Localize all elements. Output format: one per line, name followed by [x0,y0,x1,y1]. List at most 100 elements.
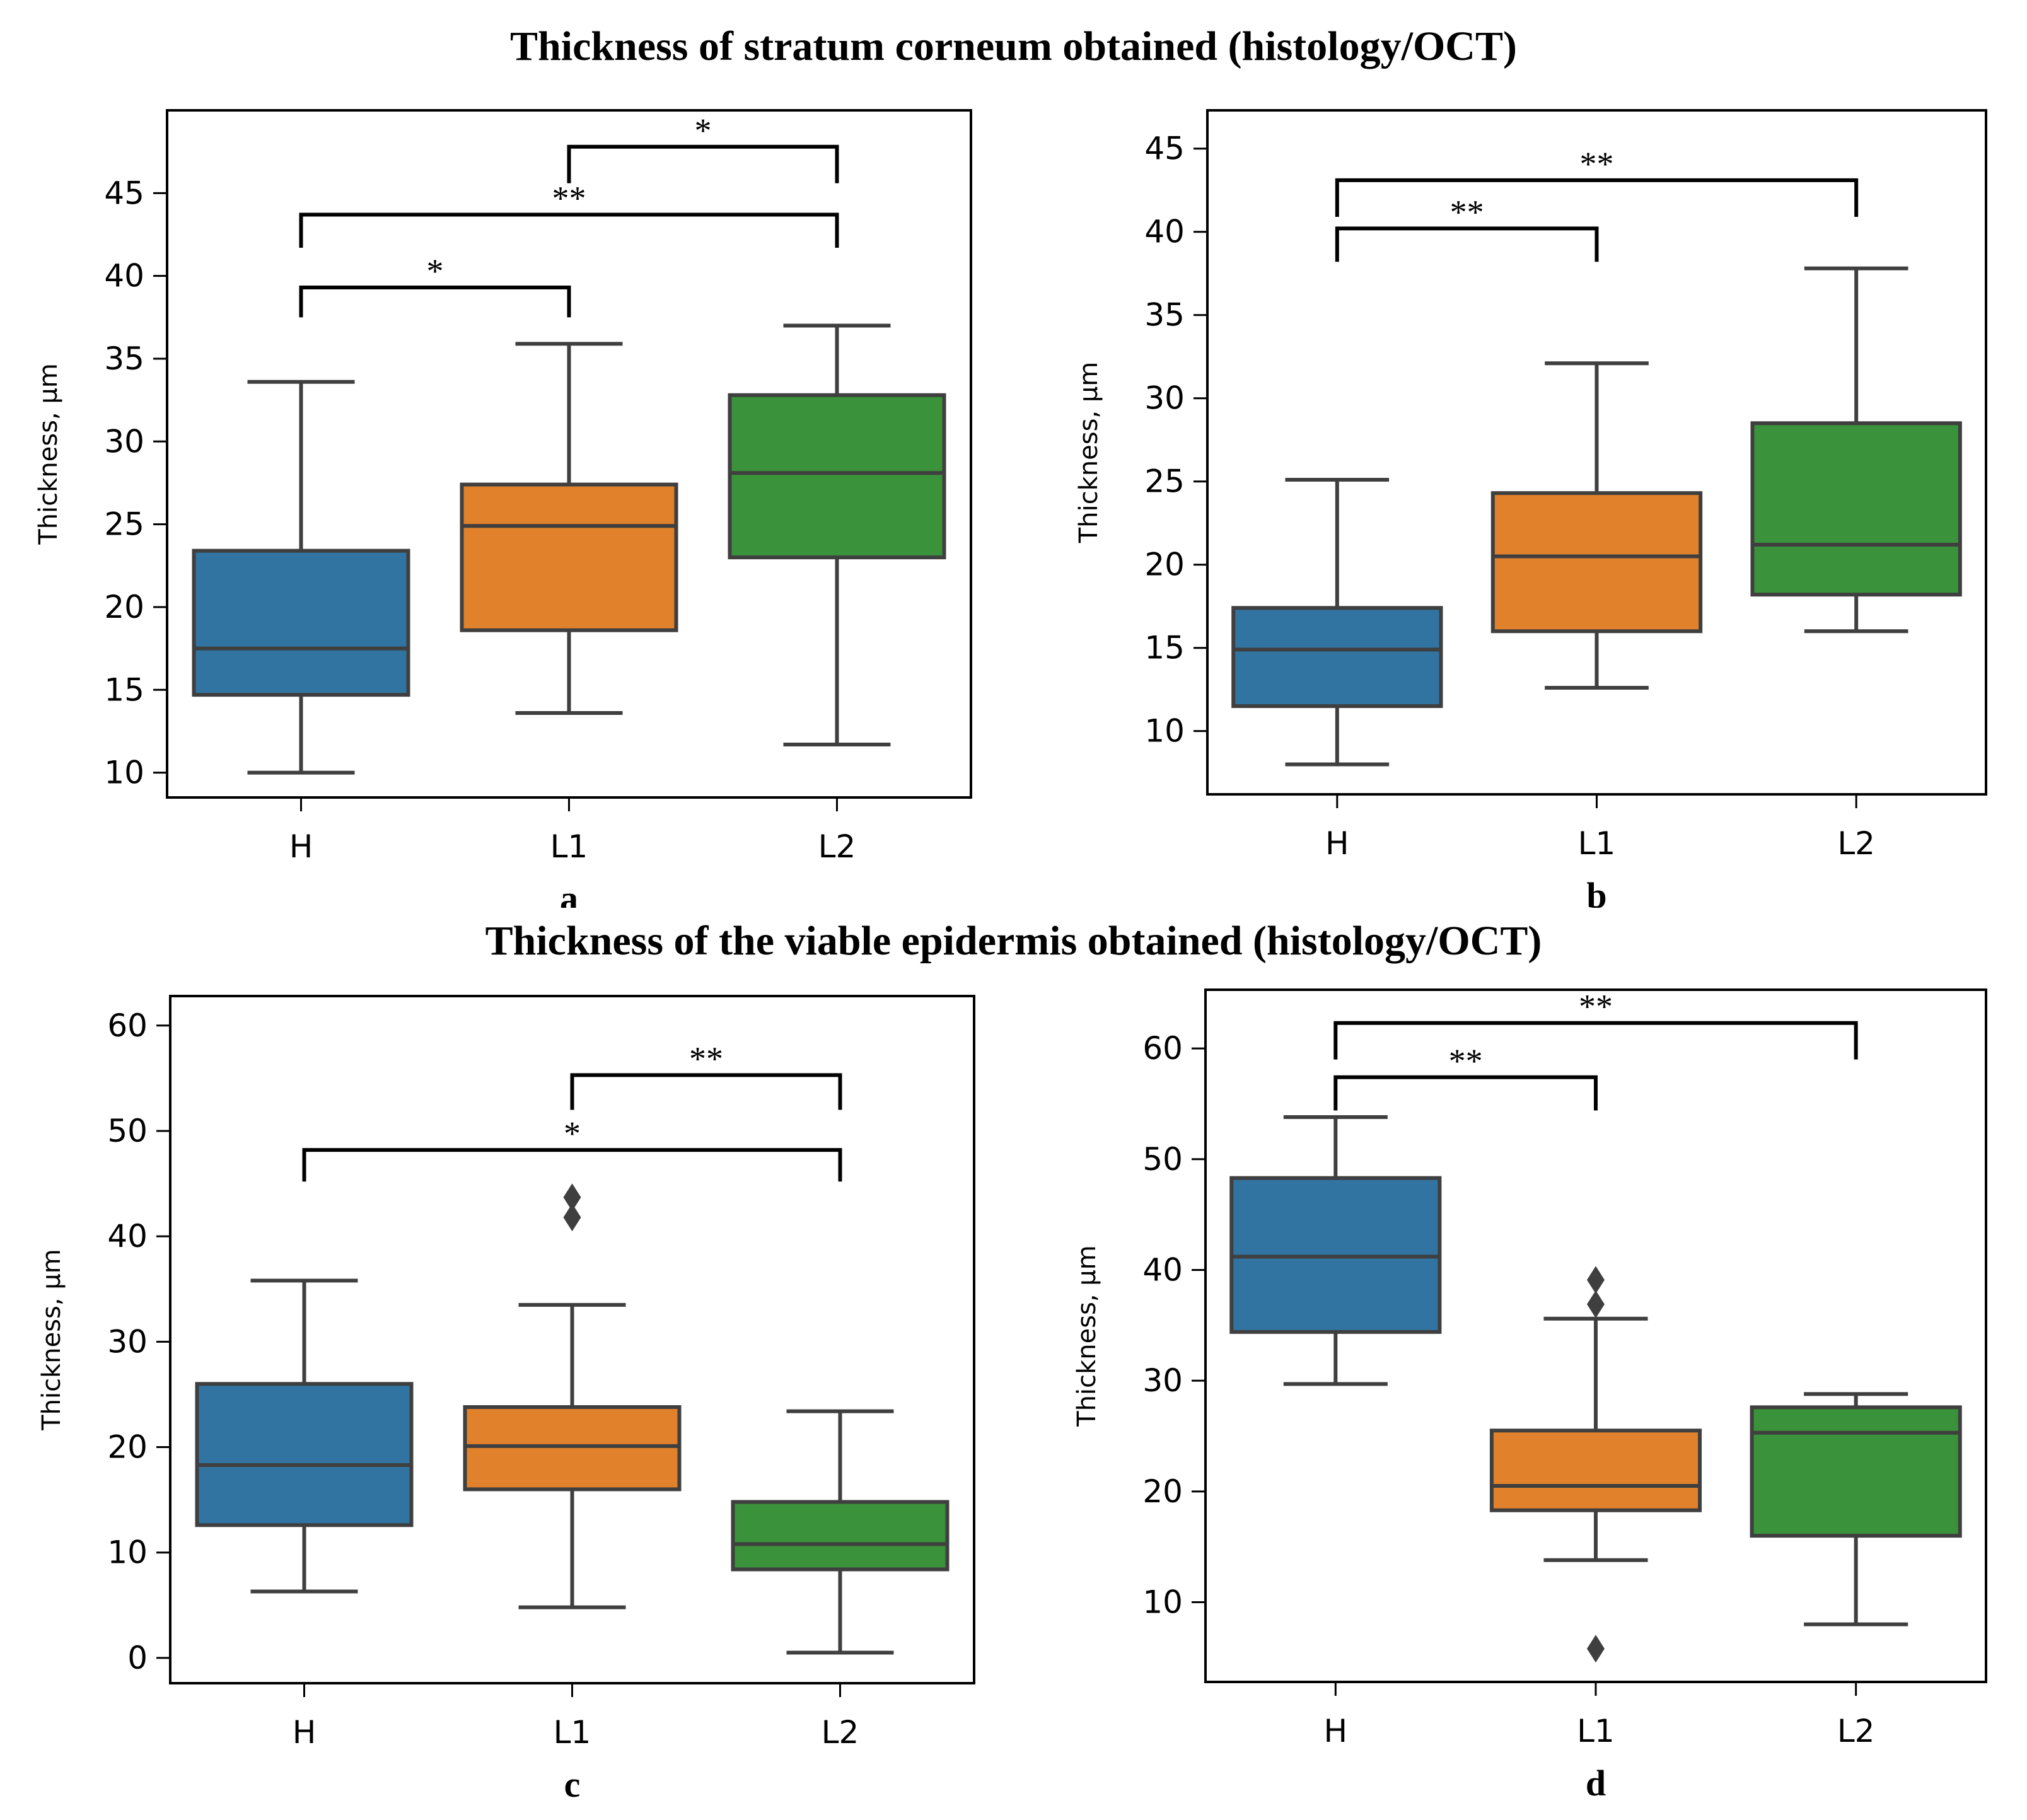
significance-label: * [564,1115,581,1152]
y-tick-label: 35 [104,340,144,377]
x-tick-label: L2 [818,828,856,865]
chart-b: 10 15 20 25 30 35 40 45 Thickness, μm H L1 L2 ** ** b [1074,109,1987,908]
box-l1 [1489,1266,1702,1663]
y-axis-label: Thickness, μm [1074,362,1103,544]
plot-frame [166,109,972,799]
top-section-title: Thickness of stratum corneum obtained (h… [510,23,1517,69]
bracket-line [1335,226,1599,262]
significance-label: ** [689,1040,723,1077]
box-l1 [1490,361,1703,690]
iqr-box [1489,1429,1702,1512]
significance-bracket: ** [1335,193,1599,262]
y-tick-label: 20 [1142,1473,1183,1510]
significance-label: ** [1450,193,1484,231]
y-tick-label: 45 [104,175,144,211]
iqr-box [192,548,410,697]
bracket-line [567,144,839,183]
significance-bracket: ** [1333,988,1858,1060]
box-h [195,1278,414,1594]
y-tick-label: 30 [104,423,144,460]
outlier-marker [563,1183,581,1212]
box-l2 [1750,266,1962,634]
plot-frame [1204,988,1987,1683]
x-tick-label: H [293,1714,317,1751]
panel-label: c [564,1764,581,1805]
box-h [1229,1115,1442,1386]
y-tick-label: 50 [107,1113,148,1149]
y-tick-label: 25 [1144,463,1185,500]
x-tick-label: L2 [822,1714,859,1751]
y-tick-label: 60 [1142,1030,1183,1067]
y-tick-label: 30 [107,1323,148,1360]
box-l2 [731,1409,950,1655]
significance-label: ** [1580,145,1614,183]
significance-bracket: ** [1335,145,1859,217]
panel-label: b [1586,875,1606,908]
y-tick-label: 20 [1144,547,1185,583]
y-tick-label: 10 [107,1534,148,1571]
box-l1 [460,342,678,716]
y-tick-label: 40 [1144,214,1185,250]
bracket-line [299,286,571,318]
iqr-box [1750,421,1962,597]
y-tick-label: 35 [1144,297,1185,333]
bracket-line [1335,178,1859,217]
iqr-box [1490,491,1703,634]
significance-bracket: * [567,112,839,183]
iqr-box [460,482,678,632]
iqr-box [1231,606,1443,709]
y-tick-label: 50 [1142,1141,1183,1178]
y-tick-label: 30 [1142,1362,1183,1399]
bracket-line [1333,1075,1598,1111]
box-l2 [1750,1392,1962,1626]
iqr-box [731,1500,950,1572]
x-tick-label: H [289,828,313,865]
significance-bracket: ** [1333,1042,1598,1111]
plot-frame [1206,109,1987,796]
significance-bracket: ** [570,1040,842,1110]
outlier-marker [1587,1266,1605,1294]
bracket-line [299,212,839,248]
iqr-box [728,393,946,560]
y-tick-label: 40 [104,258,144,294]
y-tick-label: 10 [1142,1584,1183,1621]
y-tick-label: 20 [104,589,144,625]
y-axis-label: Thickness, μm [1072,1245,1101,1427]
outlier-marker [1587,1635,1605,1663]
significance-bracket: ** [299,179,839,248]
y-tick-label: 15 [1144,630,1185,666]
y-tick-label: 45 [1144,130,1185,167]
y-tick-label: 40 [107,1218,148,1255]
y-tick-label: 25 [104,506,144,543]
panel-label: a [560,878,578,908]
x-tick-label: L2 [1837,825,1875,862]
iqr-box [463,1405,682,1492]
significance-bracket: * [302,1115,842,1182]
x-tick-label: L1 [1577,1713,1615,1749]
y-tick-label: 60 [107,1007,148,1044]
y-tick-label: 10 [104,755,144,791]
box-l1 [463,1183,682,1609]
significance-label: ** [1579,988,1613,1026]
significance-label: * [427,252,444,290]
x-tick-label: L2 [1837,1713,1875,1749]
box-l2 [728,323,946,746]
significance-label: ** [552,179,586,217]
box-h [192,380,410,775]
plot-frame [169,995,975,1684]
y-tick-label: 30 [1144,380,1185,417]
box-h [1231,478,1443,767]
iqr-box [195,1382,414,1527]
chart-d: 10 20 30 40 50 60 Thickness, μm H L1 L2 ** ** d [1072,988,1987,1804]
bracket-line [570,1073,842,1110]
outlier-marker [1587,1290,1605,1318]
x-tick-label: H [1325,825,1349,862]
y-axis-label: Thickness, μm [37,1249,66,1431]
iqr-box [1750,1405,1962,1538]
bracket-line [302,1148,842,1182]
x-tick-label: L1 [554,1714,591,1751]
y-tick-label: 0 [127,1640,148,1676]
y-tick-label: 10 [1144,713,1185,750]
